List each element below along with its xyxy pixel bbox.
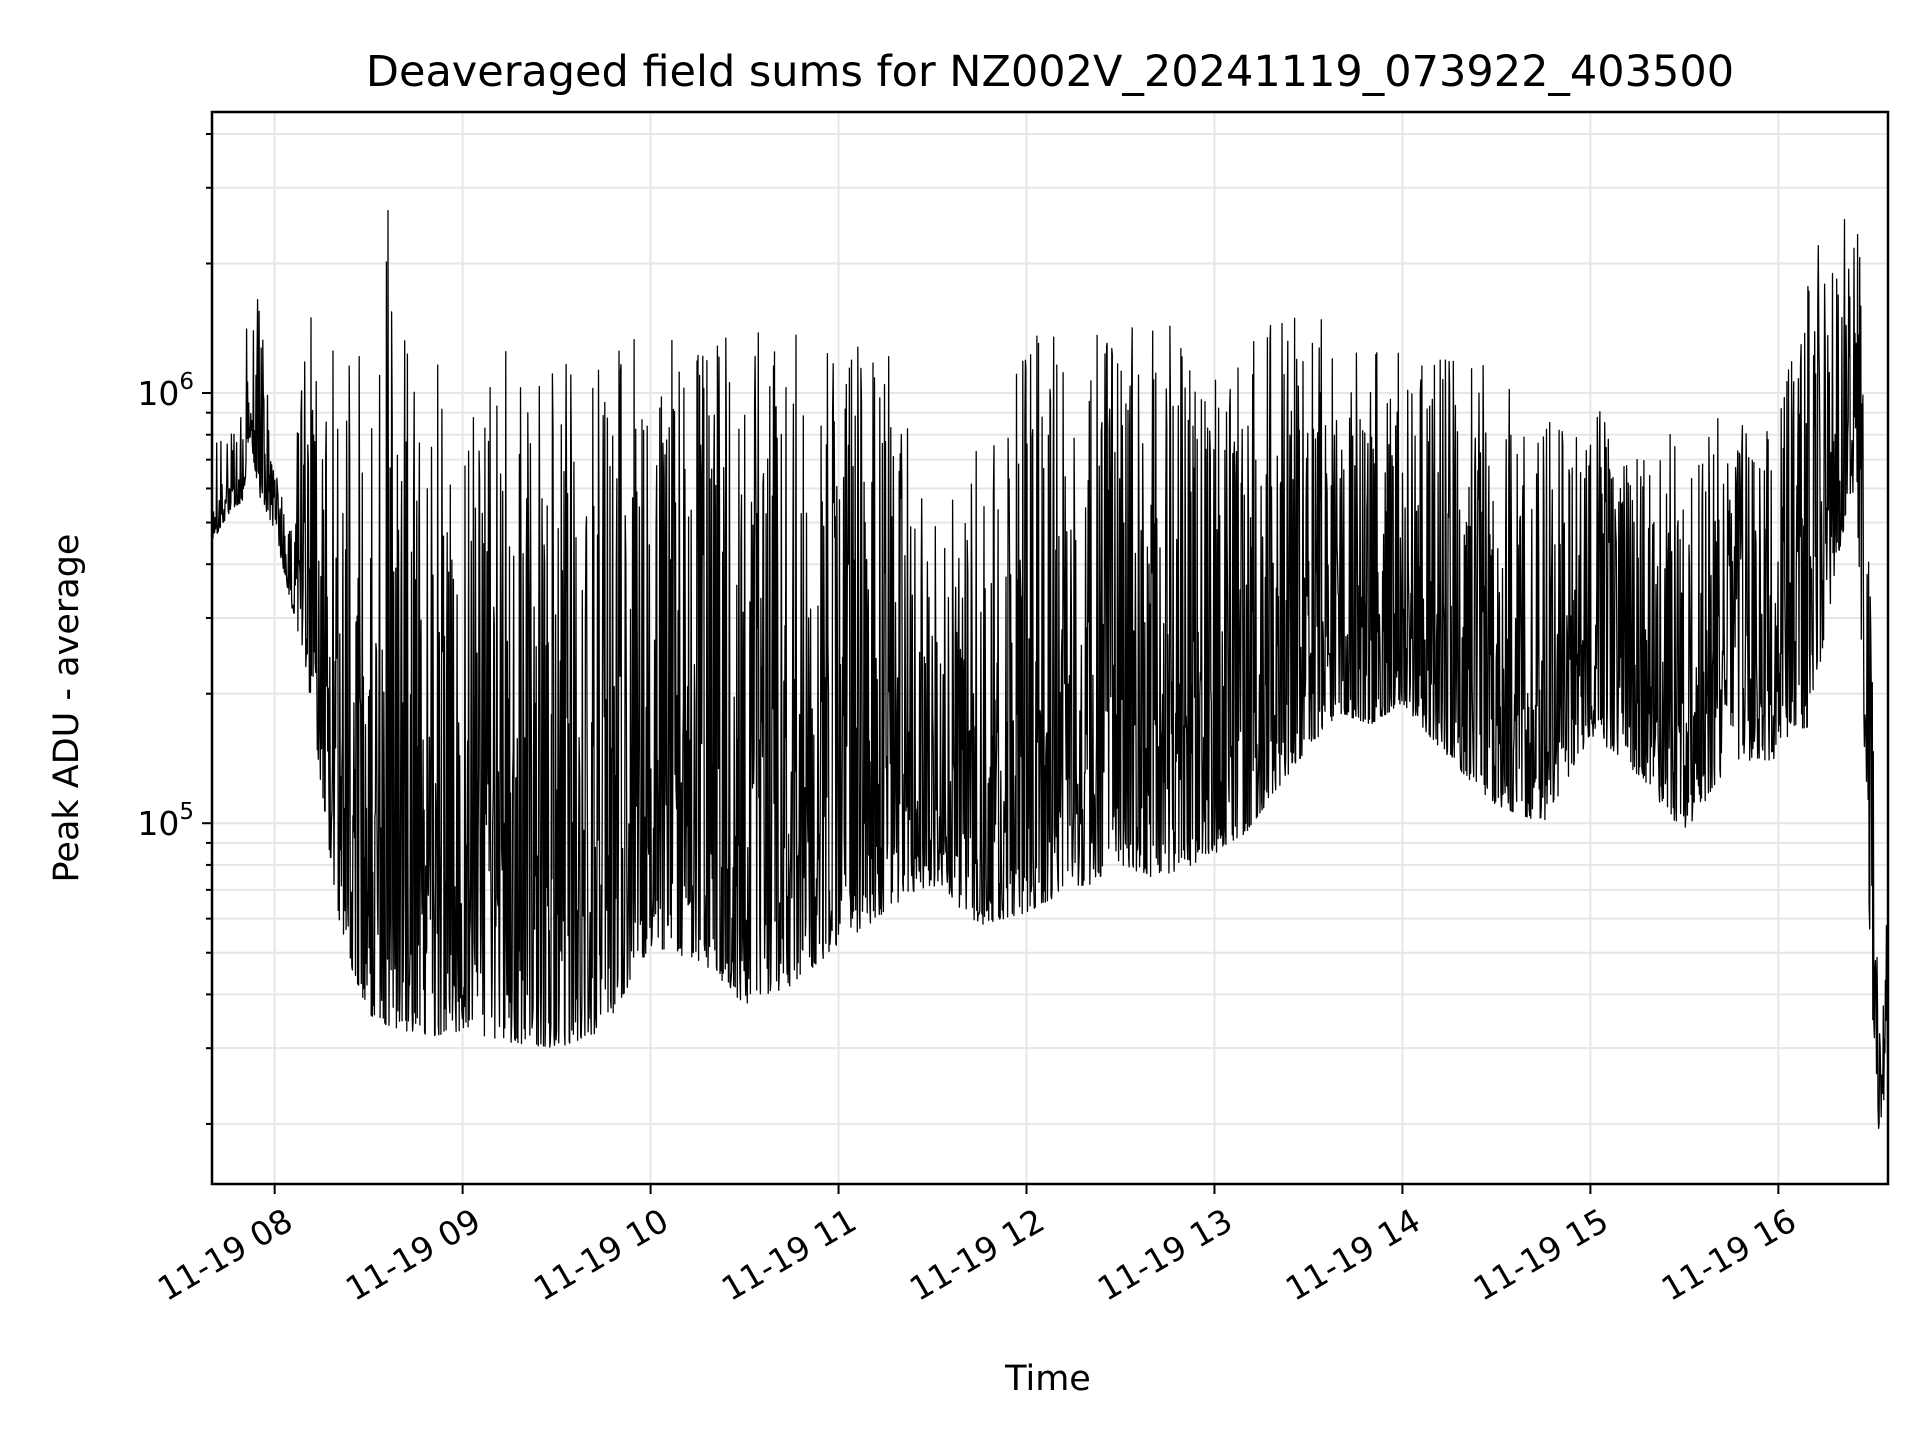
series-line — [211, 210, 1889, 1130]
plot-frame — [210, 110, 1890, 1186]
y-tick-label: 105 — [137, 799, 194, 843]
chart-title: Deaveraged field sums for NZ002V_2024111… — [366, 47, 1734, 97]
y-axis: 105 106 — [137, 133, 212, 1125]
y-tick-label: 106 — [137, 369, 194, 413]
x-axis-label: Time — [1004, 1359, 1091, 1399]
y-axis-label: Peak ADU - average — [47, 534, 87, 883]
data-trace — [211, 210, 1889, 1130]
